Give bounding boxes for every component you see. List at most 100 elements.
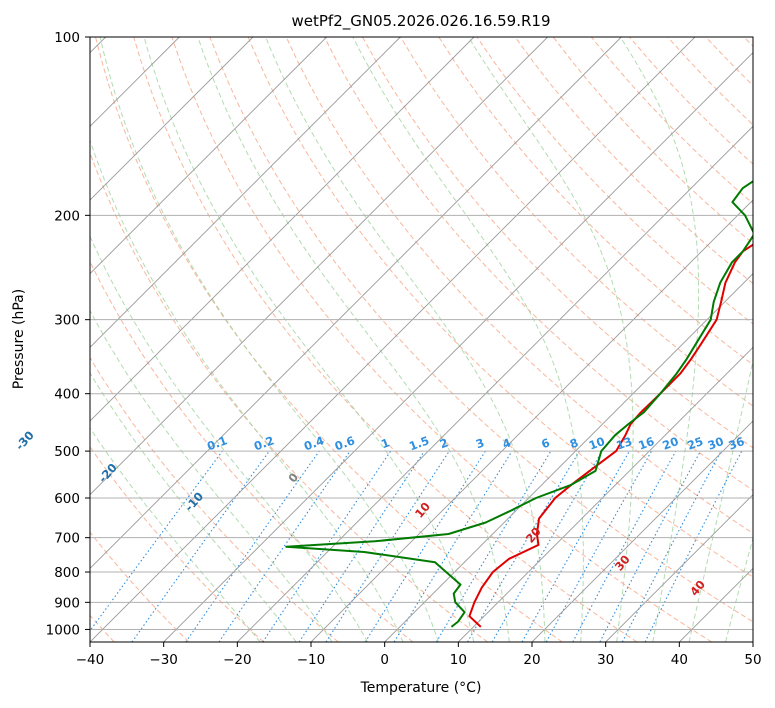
isotherm-line [90, 37, 696, 642]
isotherm-line [384, 273, 753, 642]
x-tick-label: −30 [149, 652, 178, 668]
dry-adiabat-line [743, 37, 753, 47]
background-lines [90, 37, 753, 642]
mixing-ratio-label: 30 [706, 434, 726, 453]
chart-title: wetPf2_GN05.2026.026.16.59.R19 [291, 12, 550, 31]
dry-adiabat-line [705, 37, 753, 87]
dry-adiabat-line [514, 37, 753, 285]
moist-adiabat-line [265, 37, 546, 642]
mixing-ratio-line [644, 450, 743, 642]
mixing-ratio-label: 16 [636, 434, 656, 453]
isotherm-line [605, 494, 753, 642]
isotherm-line [163, 52, 753, 642]
mixing-ratio-label: 2 [438, 435, 450, 451]
dry-adiabat-line [90, 356, 339, 642]
dewpoint-profile-line [285, 180, 753, 628]
dry-adiabat-line [552, 37, 753, 245]
x-tick-label: −20 [223, 652, 252, 668]
moist-adiabat-label: 40 [687, 577, 708, 598]
isotherm-line [531, 420, 753, 642]
isotherm-line [90, 37, 548, 496]
y-tick-label: 800 [54, 565, 80, 581]
y-tick-label: 200 [54, 208, 80, 224]
dry-adiabat-line [90, 445, 264, 642]
mixing-ratio-label: 1.5 [407, 433, 431, 453]
mixing-ratio-label: 0.4 [302, 433, 326, 453]
moist-adiabat-label: 30 [612, 552, 633, 573]
mixing-ratio-label: 4 [501, 435, 513, 451]
isotherm-line [752, 641, 753, 642]
mixing-ratio-label: 1 [379, 435, 391, 451]
isotherm-line [458, 346, 753, 642]
isotherm-line [90, 37, 254, 201]
mixing-ratio-label: 8 [568, 435, 580, 451]
y-tick-label: 600 [54, 491, 80, 507]
mixing-ratio-line [521, 450, 630, 642]
mixing-ratio-label: 0.1 [205, 433, 229, 453]
mixing-ratio-line [545, 450, 653, 642]
dry-adiabat-line [667, 37, 753, 126]
y-tick-label: 500 [54, 444, 80, 460]
moist-adiabat-line [467, 37, 634, 642]
x-tick-label: 30 [597, 652, 614, 668]
x-tick-label: −10 [297, 652, 326, 668]
moist-adiabat-line [688, 358, 753, 642]
mixing-ratio-line [262, 450, 392, 642]
mixing-ratio-line [131, 450, 270, 642]
mixing-ratio-label: 25 [685, 434, 705, 453]
dry-adiabat-line [90, 151, 488, 642]
mixing-ratio-label: 20 [661, 434, 681, 453]
mixing-ratio-label: 6 [539, 435, 551, 451]
line-labels: -100-90-80-70-60-50-40-30-20-10010203040… [13, 428, 747, 599]
dry-adiabat-line [476, 37, 753, 325]
moist-adiabat-line [90, 427, 261, 642]
moist-adiabat-line [99, 37, 439, 642]
dry-adiabat-line [133, 37, 638, 642]
y-tick-label: 300 [54, 313, 80, 329]
mixing-ratio-line [393, 450, 513, 642]
dry-adiabat-label: -10 [182, 489, 206, 514]
moist-adiabat-line [90, 371, 297, 642]
isotherm-line [90, 37, 475, 422]
mixing-ratio-line [185, 450, 320, 642]
mixing-ratio-label: 3 [474, 435, 486, 451]
y-axis-label: Pressure (hPa) [11, 289, 27, 389]
dry-adiabat-line [90, 531, 190, 642]
dry-adiabat-line [362, 37, 753, 449]
x-tick-label: 10 [450, 652, 467, 668]
mixing-ratio-line [218, 450, 351, 642]
plot-frame [89, 36, 754, 643]
isotherm-line [679, 567, 753, 642]
moist-adiabat-line [619, 37, 700, 642]
mixing-ratio-line [572, 450, 677, 642]
isotherm-line [237, 125, 753, 642]
dry-adiabat-line [400, 37, 753, 407]
dry-adiabat-line [438, 37, 753, 366]
isotherm-line [90, 37, 401, 348]
mixing-ratio-line [298, 450, 425, 642]
moist-adiabat-line [197, 37, 510, 642]
y-tick-label: 900 [54, 595, 80, 611]
x-tick-label: 0 [380, 652, 389, 668]
mixing-ratio-line [621, 450, 722, 642]
axis-ticks: −40 −30 −20 −10 0 10 20 30 40 50 1000 900 800 700 600 5… [46, 30, 762, 668]
mixing-ratio-line [325, 450, 450, 642]
moist-adiabat-line [143, 37, 475, 642]
y-tick-label: 100 [54, 30, 80, 46]
x-tick-label: 40 [671, 652, 688, 668]
x-tick-label: 50 [744, 652, 761, 668]
x-axis-label: Temperature (°C) [360, 680, 482, 696]
y-tick-label: 1000 [46, 622, 80, 638]
mixing-ratio-label: 36 [727, 434, 747, 453]
isotherm-line [90, 37, 622, 569]
mixing-ratio-label: 13 [614, 434, 634, 453]
isotherm-line [310, 199, 753, 642]
sounding-profiles [285, 180, 753, 628]
moist-adiabat-line [90, 138, 404, 642]
moist-adiabat-line [90, 235, 369, 642]
x-tick-label: −40 [76, 652, 105, 668]
dry-adiabat-line [323, 37, 753, 491]
moist-adiabat-label: 20 [523, 524, 544, 545]
